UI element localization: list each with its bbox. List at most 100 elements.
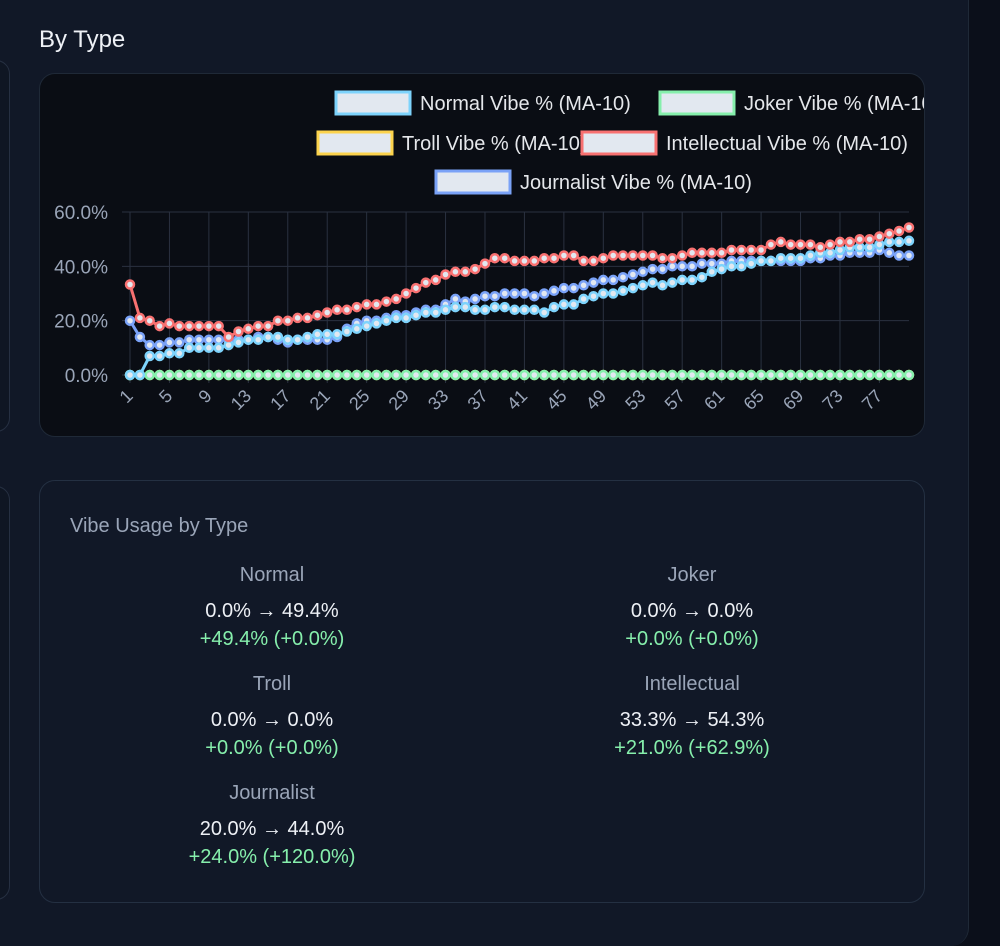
data-point: [893, 369, 905, 381]
stat-delta: +0.0% (+0.0%): [625, 628, 759, 650]
data-point: [706, 247, 718, 259]
x-tick-label: 65: [740, 386, 768, 414]
data-point: [578, 280, 589, 291]
data-point: [627, 282, 639, 294]
data-point: [647, 250, 658, 261]
data-point: [686, 369, 698, 381]
data-point: [588, 277, 599, 288]
data-point: [243, 334, 254, 345]
data-point: [716, 369, 727, 381]
stat-range: 0.0% → 49.4%: [205, 600, 339, 622]
data-point: [578, 255, 589, 267]
data-point: [903, 235, 915, 247]
data-point: [805, 239, 816, 250]
left-card-stub-top: [0, 60, 10, 432]
data-point: [124, 315, 136, 326]
series-intellectual: [124, 222, 915, 343]
data-point: [686, 261, 698, 272]
data-point: [233, 326, 244, 337]
data-point: [252, 320, 264, 332]
data-point: [834, 236, 846, 248]
data-point: [272, 331, 284, 343]
data-point: [824, 369, 836, 381]
data-point: [262, 320, 274, 332]
data-point: [460, 301, 471, 313]
data-point: [607, 250, 619, 261]
data-point: [617, 285, 629, 297]
data-point: [617, 271, 629, 283]
data-point: [351, 369, 363, 381]
data-point: [519, 255, 530, 267]
data-point: [745, 244, 757, 256]
data-point: [706, 369, 718, 381]
data-point: [430, 369, 441, 381]
data-point: [627, 369, 639, 381]
data-point: [617, 369, 629, 381]
data-point: [805, 250, 816, 261]
data-point: [864, 242, 875, 253]
legend-item: Troll Vibe % (MA-10): [316, 130, 587, 156]
data-point: [381, 296, 392, 307]
data-point: [706, 266, 718, 278]
data-point: [124, 279, 136, 290]
data-point: [351, 301, 363, 313]
data-point: [203, 342, 215, 354]
data-point: [371, 299, 382, 310]
data-point: [479, 258, 491, 269]
data-point: [164, 337, 175, 348]
data-point: [183, 334, 195, 345]
data-point: [272, 315, 284, 326]
stat-delta: +49.4% (+0.0%): [199, 628, 345, 650]
data-point: [410, 369, 422, 381]
data-point: [499, 369, 510, 381]
x-tick-label: 57: [661, 386, 689, 414]
data-point: [548, 252, 560, 264]
data-point: [164, 318, 175, 329]
data-point: [440, 369, 451, 381]
data-point: [213, 334, 224, 345]
data-point: [154, 320, 165, 332]
data-point: [726, 261, 737, 272]
data-point: [765, 255, 777, 267]
data-point: [509, 369, 520, 381]
data-point: [174, 337, 185, 348]
data-point: [174, 320, 185, 332]
data-point: [321, 369, 333, 381]
legend-label: Normal Vibe % (MA-10): [420, 93, 631, 115]
data-point: [450, 266, 461, 278]
data-point: [361, 369, 372, 381]
data-point: [469, 369, 481, 381]
section-title: By Type: [39, 26, 126, 53]
data-point: [667, 369, 678, 381]
stat-troll: Troll 0.0% → 0.0% +0.0% (+0.0%): [62, 673, 482, 763]
data-point: [795, 239, 806, 250]
data-point: [726, 244, 737, 256]
data-point: [193, 334, 205, 345]
data-point: [193, 369, 205, 381]
data-point: [903, 250, 915, 261]
legend-item: Intellectual Vibe % (MA-10): [580, 130, 908, 156]
left-card-stub-bottom: [0, 486, 10, 900]
data-point: [134, 312, 146, 324]
data-point: [598, 252, 609, 264]
data-point: [124, 369, 136, 381]
data-point: [390, 293, 402, 305]
data-point: [548, 369, 560, 381]
data-point: [174, 369, 185, 381]
data-point: [647, 277, 658, 288]
data-point: [144, 369, 155, 381]
data-point: [598, 288, 609, 299]
data-point: [736, 369, 747, 381]
stat-delta: +24.0% (+120.0%): [188, 846, 356, 868]
stat-name: Intellectual: [644, 673, 740, 695]
data-point: [815, 242, 826, 253]
data-point: [578, 293, 589, 305]
data-point: [696, 258, 708, 269]
data-point: [302, 331, 313, 343]
data-point: [361, 320, 372, 332]
data-point: [755, 369, 767, 381]
x-tick-label: 49: [582, 386, 610, 414]
data-point: [696, 271, 708, 283]
data-point: [657, 369, 668, 381]
data-point: [134, 331, 146, 343]
